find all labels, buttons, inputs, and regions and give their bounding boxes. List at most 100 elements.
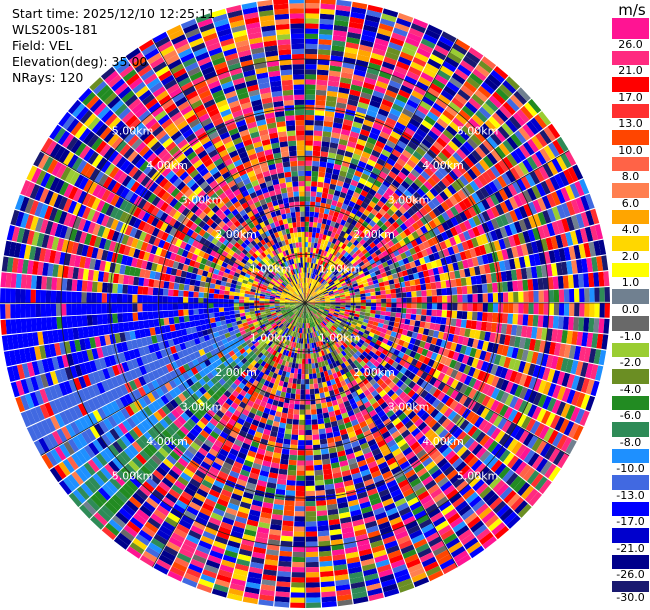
gate-304 — [310, 278, 313, 284]
gate-4772 — [160, 384, 169, 395]
gate-1246 — [507, 183, 518, 197]
gate-2397 — [556, 434, 568, 450]
gate-3075 — [336, 370, 342, 378]
gate-1236 — [463, 209, 473, 220]
gate-4109 — [236, 434, 245, 443]
gate-3324 — [330, 420, 338, 428]
gate-4553 — [101, 484, 115, 498]
gate-3224 — [374, 511, 387, 521]
gate-3743 — [286, 418, 293, 425]
gate-684 — [371, 196, 380, 204]
gate-750 — [394, 175, 404, 185]
gate-4487 — [133, 472, 146, 485]
gate-4766 — [186, 369, 195, 378]
gate-1499 — [590, 208, 600, 225]
gate-2853 — [404, 433, 414, 443]
gate-4611 — [100, 466, 113, 480]
gate-1363 — [504, 212, 514, 224]
gate-4120 — [211, 484, 223, 494]
gate-4522 — [218, 378, 226, 386]
gate-520 — [387, 112, 399, 122]
gate-577 — [390, 130, 401, 140]
gate-4446 — [279, 324, 285, 330]
gate-1787 — [543, 290, 549, 303]
gate-151 — [321, 141, 330, 148]
gate-4629 — [264, 330, 270, 335]
gate-242 — [307, 288, 309, 294]
gate-3856 — [282, 381, 289, 388]
gate-2960 — [356, 388, 364, 396]
gate-1398 — [390, 268, 397, 275]
gate-2407 — [334, 320, 341, 325]
gate-2939 — [469, 545, 485, 559]
gate-4265 — [287, 323, 292, 329]
gate-2602 — [388, 373, 396, 381]
gate-2120 — [401, 329, 409, 336]
gate-2146 — [527, 363, 536, 376]
gate-2576 — [526, 470, 540, 485]
gate-4149 — [279, 342, 285, 349]
gate-4735 — [66, 456, 79, 471]
gate-4506 — [278, 323, 284, 329]
gate-1512 — [363, 285, 370, 291]
gate-3888 — [241, 538, 255, 547]
gate-2221 — [309, 304, 315, 308]
gate-2136 — [479, 350, 487, 361]
gate-4690 — [258, 330, 264, 336]
gate-3050 — [421, 523, 435, 534]
gate-3339 — [346, 494, 358, 502]
gate-4459 — [233, 371, 241, 379]
gate-1343 — [411, 253, 419, 261]
gate-4744 — [283, 313, 288, 317]
gate-2122 — [411, 331, 418, 339]
gate-801 — [372, 216, 380, 224]
gate-1839 — [503, 303, 509, 313]
gate-1982 — [315, 304, 321, 307]
gate-4914 — [50, 415, 61, 430]
gate-1090 — [346, 270, 352, 276]
gate-1747 — [340, 300, 346, 303]
gate-987 — [407, 207, 416, 217]
gate-1617 — [588, 241, 596, 257]
gate-1027 — [332, 277, 338, 282]
gate-771 — [457, 89, 471, 101]
gate-430 — [323, 250, 328, 257]
gate-2311 — [445, 367, 454, 377]
gate-4797 — [50, 448, 62, 464]
gate-3343 — [351, 514, 363, 522]
gate-3313 — [319, 366, 324, 373]
gate-793 — [346, 247, 353, 254]
gate-3943 — [236, 511, 249, 519]
gate-2428 — [424, 374, 433, 383]
gate-1632 — [365, 292, 371, 297]
gate-4858 — [38, 437, 50, 453]
gate-4363 — [164, 473, 177, 484]
gate-2003 — [419, 321, 426, 328]
gate-1510 — [354, 288, 360, 293]
gate-4978 — [25, 409, 36, 425]
gate-282 — [349, 89, 361, 97]
gate-589 — [418, 76, 432, 87]
gate-2630 — [494, 463, 507, 476]
gate-2461 — [309, 305, 314, 309]
gate-1135 — [531, 135, 544, 150]
gate-1689 — [350, 297, 356, 301]
gate-863 — [383, 212, 391, 220]
gate-2842 — [371, 389, 379, 398]
gate-4411 — [196, 420, 206, 430]
gate-3963 — [297, 317, 301, 323]
gate-4590 — [182, 399, 192, 409]
gate-3136 — [334, 377, 341, 384]
gate-4216 — [258, 371, 265, 378]
gate-1557 — [584, 226, 594, 242]
gate-1285 — [418, 243, 426, 251]
gate-4208 — [280, 337, 285, 343]
gate-2330 — [531, 406, 542, 420]
gate-3880 — [251, 499, 263, 507]
gate-4057 — [227, 475, 238, 484]
gate-2415 — [369, 341, 376, 347]
gate-2621 — [460, 434, 471, 446]
gate-2882 — [310, 311, 314, 316]
gate-2337 — [563, 420, 575, 436]
gate-4081 — [300, 307, 303, 313]
